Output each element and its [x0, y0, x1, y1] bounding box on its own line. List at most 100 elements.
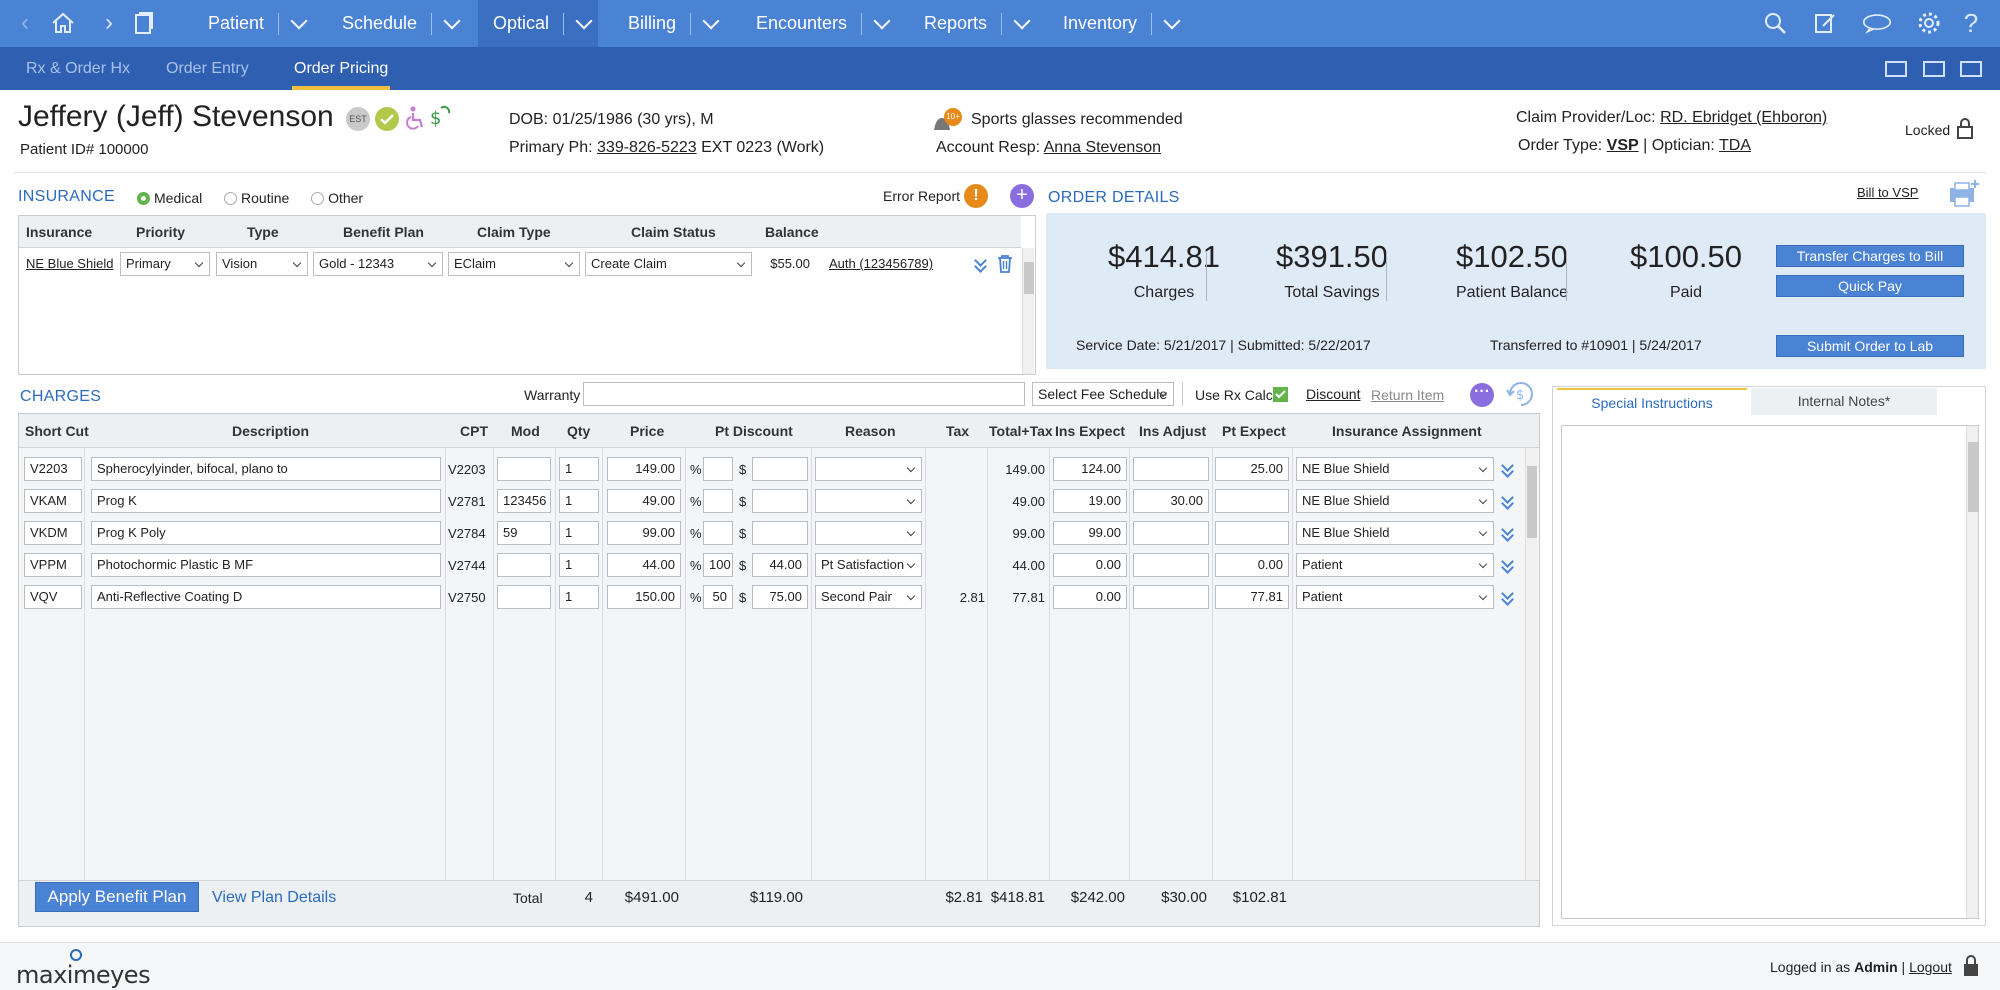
charge-row-5-reason[interactable]: Second Pair [815, 585, 922, 609]
primary-phone-link[interactable]: 339-826-5223 [597, 139, 697, 156]
charge-row-1-shortcut[interactable]: V2203 [24, 457, 82, 481]
charge-row-5-mod[interactable] [497, 585, 551, 609]
discount-link[interactable]: Discount [1306, 386, 1361, 402]
charge-row-5-price[interactable]: 150.00 [607, 585, 681, 609]
tab-order-pricing[interactable]: Order Pricing [292, 47, 391, 90]
apply-benefit-plan-button[interactable]: Apply Benefit Plan [35, 882, 199, 912]
charge-row-4-shortcut[interactable]: VPPM [24, 553, 82, 577]
charge-row-1-amt[interactable] [752, 457, 808, 481]
ins-auth-link[interactable]: Auth (123456789) [829, 256, 934, 271]
charge-row-2-ins-expect[interactable]: 19.00 [1053, 489, 1127, 513]
charge-row-4-reason[interactable]: Pt Satisfaction [815, 553, 922, 577]
optician-link[interactable]: TDA [1719, 137, 1751, 154]
charge-row-2-mod[interactable]: 123456 [497, 489, 551, 513]
menu-billing[interactable]: Billing [628, 0, 763, 47]
charge-row-1-ins-expect[interactable]: 124.00 [1053, 457, 1127, 481]
charge-row-5-assign[interactable]: Patient [1296, 585, 1494, 609]
charge-row-3-qty[interactable]: 1 [559, 521, 599, 545]
fee-schedule-select[interactable]: Select Fee Schedule [1032, 382, 1174, 406]
view-plan-details-link[interactable]: View Plan Details [212, 889, 337, 906]
charge-row-2-ins-adjust[interactable]: 30.00 [1133, 489, 1209, 513]
use-rx-calc-checkbox[interactable] [1273, 387, 1288, 402]
forward-arrow-icon[interactable]: › [105, 9, 113, 36]
charge-row-4-assign[interactable]: Patient [1296, 553, 1494, 577]
menu-reports[interactable]: Reports [924, 0, 1064, 47]
charge-row-3-shortcut[interactable]: VKDM [24, 521, 82, 545]
charge-row-2-pt-expect[interactable] [1215, 489, 1289, 513]
layout-bottom-icon[interactable] [1960, 61, 1982, 77]
layout-top-icon[interactable] [1885, 61, 1907, 77]
charge-row-3-mod[interactable]: 59 [497, 521, 551, 545]
error-alert-icon[interactable]: ! [964, 184, 988, 208]
charge-row-2-qty[interactable]: 1 [559, 489, 599, 513]
expand-charge-icon[interactable] [1501, 591, 1515, 605]
expand-row-icon[interactable] [974, 258, 988, 272]
charge-row-5-amt[interactable]: 75.00 [752, 585, 808, 609]
alert-bell-icon[interactable]: 10+ [930, 108, 964, 136]
menu-optical[interactable]: Optical [478, 0, 598, 47]
charge-row-5-desc[interactable]: Anti-Reflective Coating D [91, 585, 441, 609]
charge-row-5-pt-expect[interactable]: 77.81 [1215, 585, 1289, 609]
expand-charge-icon[interactable] [1501, 527, 1515, 541]
charge-row-1-price[interactable]: 149.00 [607, 457, 681, 481]
charge-row-3-amt[interactable] [752, 521, 808, 545]
charge-row-4-ins-expect[interactable]: 0.00 [1053, 553, 1127, 577]
charge-row-1-reason[interactable] [815, 457, 922, 481]
quick-pay-button[interactable]: Quick Pay [1776, 275, 1964, 297]
ins-row-insurance[interactable]: NE Blue Shield [26, 256, 114, 271]
charge-row-3-ins-adjust[interactable] [1133, 521, 1209, 545]
charge-row-2-shortcut[interactable]: VKAM [24, 489, 82, 513]
charge-row-1-qty[interactable]: 1 [559, 457, 599, 481]
menu-inventory[interactable]: Inventory [1063, 0, 1213, 47]
charge-row-3-assign[interactable]: NE Blue Shield [1296, 521, 1494, 545]
charge-row-4-mod[interactable] [497, 553, 551, 577]
charge-row-2-amt[interactable] [752, 489, 808, 513]
account-resp-link[interactable]: Anna Stevenson [1043, 139, 1162, 156]
back-arrow-icon[interactable]: ‹ [21, 9, 29, 36]
help-icon[interactable]: ? [1963, 7, 1979, 38]
claim-provider-link[interactable]: RD. Ebridget (Ehboron) [1660, 109, 1828, 126]
bill-to-link[interactable]: Bill to VSP [1857, 185, 1919, 200]
chat-icon[interactable] [1862, 8, 1892, 38]
gear-icon[interactable] [1914, 8, 1944, 38]
layout-split-icon[interactable] [1923, 61, 1945, 77]
ins-type-select[interactable]: Vision [216, 252, 308, 276]
menu-patient[interactable]: Patient [208, 0, 328, 47]
charge-row-1-assign[interactable]: NE Blue Shield [1296, 457, 1494, 481]
radio-routine[interactable] [224, 192, 238, 205]
charge-row-3-ins-expect[interactable]: 99.00 [1053, 521, 1127, 545]
transfer-charges-button[interactable]: Transfer Charges to Bill [1776, 245, 1964, 267]
warranty-input[interactable] [583, 382, 1025, 406]
charge-row-4-pct[interactable]: 100 [703, 553, 733, 577]
submit-order-button[interactable]: Submit Order to Lab [1776, 335, 1964, 357]
ins-priority-select[interactable]: Primary [120, 252, 210, 276]
menu-schedule[interactable]: Schedule [342, 0, 477, 47]
charge-row-4-pt-expect[interactable]: 0.00 [1215, 553, 1289, 577]
charge-row-4-qty[interactable]: 1 [559, 553, 599, 577]
expand-charge-icon[interactable] [1501, 559, 1515, 573]
charge-row-1-desc[interactable]: Spherocylyinder, bifocal, plano to [91, 457, 441, 481]
charge-row-2-pct[interactable] [703, 489, 733, 513]
special-instructions-textarea[interactable] [1561, 425, 1979, 919]
charge-row-4-ins-adjust[interactable] [1133, 553, 1209, 577]
charge-row-4-desc[interactable]: Photochormic Plastic B MF [91, 553, 441, 577]
charge-row-3-reason[interactable] [815, 521, 922, 545]
expand-charge-icon[interactable] [1501, 463, 1515, 477]
charges-scrollbar[interactable] [1525, 448, 1537, 880]
charge-row-3-desc[interactable]: Prog K Poly [91, 521, 441, 545]
notes-scrollbar[interactable] [1966, 426, 1978, 918]
ins-claim-type-select[interactable]: EClaim [448, 252, 580, 276]
charge-row-2-desc[interactable]: Prog K [91, 489, 441, 513]
ins-claim-status-select[interactable]: Create Claim [585, 252, 752, 276]
expand-charge-icon[interactable] [1501, 495, 1515, 509]
charge-row-3-pt-expect[interactable] [1215, 521, 1289, 545]
charge-row-5-ins-expect[interactable]: 0.00 [1053, 585, 1127, 609]
charge-row-1-ins-adjust[interactable] [1133, 457, 1209, 481]
charge-row-5-qty[interactable]: 1 [559, 585, 599, 609]
home-icon[interactable] [48, 8, 78, 38]
radio-other[interactable] [311, 192, 325, 205]
logout-link[interactable]: Logout [1909, 959, 1952, 975]
charge-row-5-shortcut[interactable]: VQV [24, 585, 82, 609]
trash-icon[interactable] [997, 254, 1013, 274]
charge-row-2-assign[interactable]: NE Blue Shield [1296, 489, 1494, 513]
